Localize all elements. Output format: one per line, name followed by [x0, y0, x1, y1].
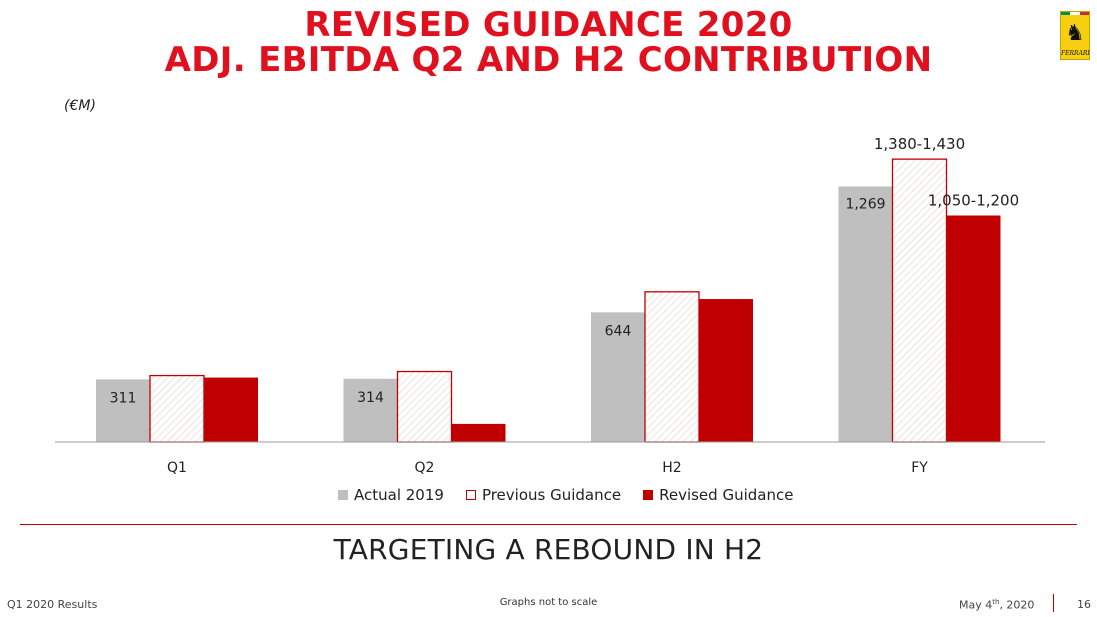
bar-actual-q1: [96, 379, 150, 442]
slide-subtitle: TARGETING A REBOUND IN H2: [333, 533, 764, 566]
logo-wordmark: FERRARI: [1061, 50, 1090, 57]
legend-swatch-previous: [465, 490, 476, 500]
legend-label-previous: Previous Guidance: [481, 486, 622, 504]
data-label-actual-q1: 311: [110, 390, 137, 406]
data-label-actual-h2: 644: [605, 323, 632, 339]
page-number: 16: [1077, 598, 1091, 611]
footer-note: Graphs not to scale: [499, 597, 598, 608]
prancing-horse-icon: ♞: [1065, 21, 1085, 46]
legend-item-revised: Revised Guidance: [643, 486, 793, 504]
x-tick-label-q2: Q2: [415, 460, 435, 476]
footer-date: May 4th, 2020: [959, 598, 1034, 612]
bar-revised-fy: [946, 215, 1001, 442]
data-label-previous-fy: 1,380-1,430: [874, 135, 965, 153]
bar-previous-q2: [396, 370, 453, 443]
footer-date-main: May 4: [959, 598, 993, 612]
data-label-actual-fy: 1,269: [845, 197, 885, 213]
unit-label: (€M): [64, 98, 96, 114]
footer-separator: [1053, 594, 1054, 612]
x-tick-label-h2: H2: [662, 460, 681, 476]
x-tick-label-q1: Q1: [167, 460, 187, 476]
italian-flag-stripe: [1061, 12, 1089, 15]
bar-revised-q1: [204, 377, 258, 442]
legend-item-previous: Previous Guidance: [465, 486, 622, 504]
ferrari-logo: ♞ FERRARI: [1060, 11, 1090, 60]
x-tick-label-fy: FY: [911, 460, 928, 476]
legend-label-revised: Revised Guidance: [659, 486, 794, 504]
page-title-line1: REVISED GUIDANCE 2020: [304, 5, 793, 45]
divider-line: [20, 524, 1077, 525]
bar-previous-fy: [891, 158, 948, 443]
data-label-revised-fy: 1,050-1,200: [928, 192, 1019, 210]
bar-revised-q2: [451, 423, 506, 442]
bar-actual-h2: [591, 312, 645, 442]
chart-legend: Actual 2019 Previous Guidance Revised Gu…: [338, 486, 815, 504]
footer-report-name: Q1 2020 Results: [7, 598, 98, 611]
bar-revised-h2: [699, 299, 753, 442]
footer-date-year: , 2020: [999, 598, 1035, 612]
bar-previous-q1: [149, 374, 205, 443]
legend-swatch-actual: [338, 490, 348, 500]
bar-previous-h2: [644, 291, 700, 443]
bar-chart: 311 314 644 1,269 1,380-1,430 1,050-1,200 Q1 Q…: [55, 135, 1045, 476]
legend-swatch-revised: [643, 490, 654, 500]
legend-item-actual: Actual 2019: [338, 486, 444, 504]
page-title-line2: ADJ. EBITDA Q2 AND H2 CONTRIBUTION: [164, 40, 933, 80]
footer-date-sup: th: [992, 598, 1000, 606]
legend-label-actual: Actual 2019: [354, 486, 444, 504]
bar-actual-fy: [838, 186, 893, 442]
bar-actual-q2: [343, 378, 398, 442]
data-label-actual-q2: 314: [357, 390, 384, 406]
